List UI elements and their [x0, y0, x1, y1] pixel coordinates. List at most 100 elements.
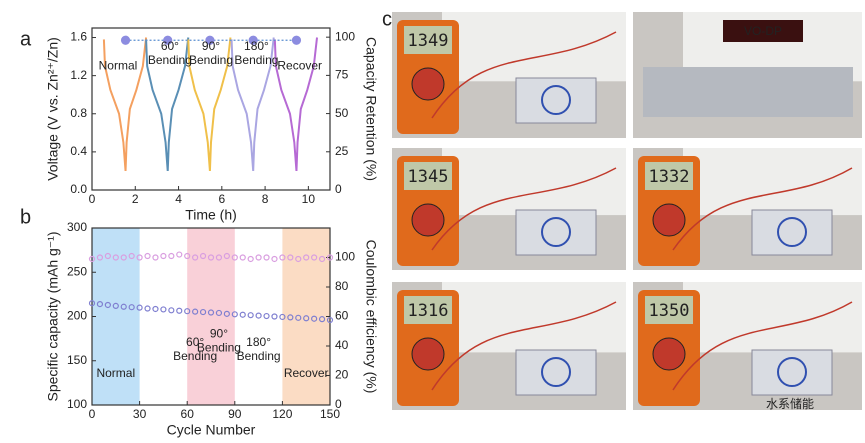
x-tick-label: 10 — [302, 192, 316, 206]
data-point — [247, 255, 254, 263]
foil — [515, 209, 597, 256]
watermark: 水系储能 — [766, 396, 814, 411]
data-point — [104, 301, 111, 309]
lcd — [645, 162, 693, 190]
region — [92, 228, 140, 405]
data-point — [168, 252, 175, 260]
dial — [652, 203, 686, 237]
wire — [672, 301, 853, 391]
data-point — [192, 254, 199, 261]
meter-reading: 1316 — [408, 301, 449, 321]
x-tick-label: 30 — [133, 407, 147, 421]
data-point — [215, 309, 223, 317]
dial — [411, 337, 445, 371]
data-point — [311, 315, 318, 322]
foil — [751, 349, 833, 396]
annotation: Bending — [237, 349, 281, 363]
data-point — [128, 304, 135, 311]
logo — [541, 357, 571, 387]
data-point — [255, 312, 262, 319]
annotation: 180° — [244, 39, 269, 53]
lcd — [645, 296, 693, 324]
y-tick-label: 100 — [67, 397, 87, 411]
data-point — [120, 303, 127, 310]
data-point — [199, 252, 207, 260]
y2-tick-label: 100 — [335, 29, 355, 43]
data-point — [231, 254, 238, 261]
y-tick-label: 250 — [67, 264, 87, 278]
data-point — [231, 311, 238, 318]
foil — [643, 67, 853, 117]
wire — [431, 301, 617, 391]
annotation: Bending — [189, 53, 233, 67]
data-point — [152, 254, 159, 261]
data-point — [279, 313, 286, 321]
x-axis-label: Time (h) — [185, 207, 237, 223]
data-point — [136, 304, 143, 311]
data-point — [287, 314, 294, 321]
y2-tick-label: 20 — [335, 368, 349, 382]
series-line — [145, 37, 190, 172]
x-tick-label: 90 — [228, 407, 242, 421]
data-point — [223, 310, 230, 317]
data-point — [136, 254, 143, 261]
photo-backdrop — [442, 12, 626, 82]
x-tick-label: 0 — [89, 192, 96, 206]
wire — [672, 167, 853, 251]
foil — [515, 349, 597, 396]
y2-tick-label: 40 — [335, 338, 349, 352]
data-point — [163, 35, 173, 45]
y2-tick-label: 100 — [335, 250, 355, 264]
data-point — [88, 255, 96, 263]
foil — [515, 77, 597, 124]
photo-backdrop — [442, 148, 626, 216]
y2-tick-label: 60 — [335, 309, 349, 323]
data-point — [295, 255, 302, 263]
data-point — [160, 252, 167, 260]
annotation: 180° — [246, 335, 271, 349]
data-point — [160, 306, 167, 313]
annotation: Normal — [99, 58, 138, 72]
data-point — [239, 254, 246, 261]
meter-reading: 1349 — [408, 31, 449, 51]
annotation: Recover — [284, 366, 329, 380]
x-tick-label: 4 — [175, 192, 182, 206]
data-point — [144, 305, 151, 312]
data-point — [207, 309, 215, 316]
dial — [411, 203, 445, 237]
lcd — [404, 26, 452, 54]
data-point — [255, 254, 262, 261]
y2-tick-label: 50 — [335, 106, 349, 120]
panel-label: c — [382, 8, 392, 30]
foil — [751, 209, 833, 256]
data-point — [96, 254, 104, 261]
y-tick-label: 1.2 — [70, 68, 87, 82]
data-point — [128, 252, 135, 260]
data-point — [248, 35, 258, 45]
data-point — [144, 252, 151, 260]
series-line — [273, 37, 319, 172]
y-axis-label: Voltage (V vs. Zn²⁺/Zn) — [45, 37, 61, 181]
data-point — [223, 252, 230, 260]
y-tick-label: 1.6 — [70, 30, 87, 44]
data-point — [287, 254, 294, 261]
series-line — [187, 37, 232, 172]
wire — [431, 31, 617, 119]
plot-frame — [91, 27, 331, 191]
data-point — [263, 254, 270, 261]
data-point — [318, 316, 326, 323]
annotation: 60° — [186, 335, 204, 349]
data-point — [303, 315, 310, 322]
logo — [777, 217, 807, 247]
meter-reading: 1332 — [649, 167, 690, 187]
y2-axis-label: Coulombic efficiency (%) — [363, 240, 379, 394]
y2-axis-label: Capacity Retention (%) — [363, 37, 379, 181]
wire — [431, 167, 617, 251]
meter-reading: 1350 — [649, 301, 690, 321]
data-point — [184, 252, 191, 260]
annotation: Recover — [277, 58, 322, 72]
x-tick-label: 8 — [262, 192, 269, 206]
annotation: Bending — [173, 349, 217, 363]
y2-tick-label: 75 — [335, 68, 349, 82]
